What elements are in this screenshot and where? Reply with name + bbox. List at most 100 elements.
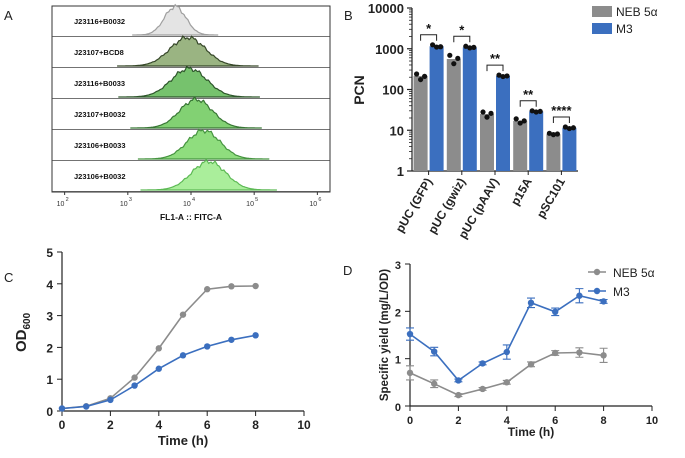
data-point bbox=[455, 377, 462, 384]
y-axis-label: OD600 bbox=[13, 312, 33, 352]
x-tick-label: 6 bbox=[204, 418, 211, 432]
data-point bbox=[431, 380, 438, 387]
x-tick-label: 0 bbox=[59, 418, 66, 432]
data-point bbox=[576, 292, 583, 299]
bar-m3 bbox=[529, 111, 544, 171]
track-label: J23106+B0033 bbox=[74, 141, 126, 150]
y-tick-label: 5 bbox=[46, 246, 53, 260]
y-axis-label: PCN bbox=[351, 75, 367, 105]
significance-marker: **** bbox=[551, 103, 572, 118]
legend-marker bbox=[593, 287, 601, 295]
bar-m3 bbox=[462, 47, 477, 171]
replicate-point bbox=[451, 61, 457, 67]
data-point bbox=[179, 352, 187, 359]
data-point bbox=[431, 348, 438, 355]
data-point bbox=[455, 391, 462, 399]
data-point bbox=[107, 396, 114, 404]
replicate-point bbox=[463, 43, 469, 49]
replicate-point bbox=[513, 116, 519, 122]
data-point bbox=[600, 352, 607, 359]
replicate-point bbox=[480, 109, 486, 115]
y-tick-label: 1 bbox=[397, 164, 404, 179]
x-tick-label: 0 bbox=[407, 415, 413, 427]
replicate-point bbox=[414, 71, 420, 77]
legend-swatch bbox=[592, 6, 612, 17]
data-point bbox=[406, 330, 414, 338]
x-tick-label: 4 bbox=[504, 415, 511, 427]
x-tick-exponent: 2 bbox=[66, 197, 69, 203]
bar-neb5a bbox=[446, 59, 461, 171]
significance-marker: ** bbox=[523, 87, 534, 102]
x-axis-label: Time (h) bbox=[508, 425, 554, 439]
data-point bbox=[131, 374, 138, 381]
x-tick-label: 6 bbox=[552, 415, 558, 427]
replicate-point bbox=[517, 120, 523, 126]
x-tick-base: 10 bbox=[309, 201, 317, 208]
x-tick-exponent: 3 bbox=[129, 197, 132, 203]
track-label: J23107+B0032 bbox=[74, 110, 126, 119]
x-tick-exponent: 5 bbox=[255, 197, 258, 203]
replicate-point bbox=[554, 131, 561, 137]
bar-m3 bbox=[562, 127, 577, 171]
data-point bbox=[552, 308, 559, 316]
replicate-point bbox=[471, 44, 477, 50]
bar-neb5a bbox=[413, 75, 428, 171]
track-label: J23107+BCD8 bbox=[74, 48, 124, 57]
data-point bbox=[131, 382, 138, 389]
y-tick-label: 2 bbox=[46, 341, 53, 355]
data-point bbox=[252, 282, 259, 290]
replicate-point bbox=[500, 73, 506, 80]
x-tick-label: pSC101 bbox=[534, 175, 568, 220]
replicate-point bbox=[562, 124, 569, 130]
replicate-point bbox=[455, 55, 461, 61]
replicate-point bbox=[566, 125, 573, 132]
data-point bbox=[58, 405, 66, 412]
y-tick-label: 10000 bbox=[368, 1, 404, 16]
replicate-point bbox=[434, 44, 440, 50]
panel-a-histograms: J23116+B0032 J23107+BCD8 J23116+B0033 J2310… bbox=[51, 3, 331, 222]
x-tick-base: 10 bbox=[57, 201, 65, 208]
replicate-point bbox=[537, 108, 543, 115]
data-point bbox=[479, 385, 486, 393]
x-tick-base: 10 bbox=[246, 201, 254, 208]
x-axis-label: Time (h) bbox=[158, 433, 208, 448]
x-tick-exponent: 4 bbox=[192, 197, 195, 203]
data-point bbox=[228, 336, 235, 343]
histogram-track bbox=[130, 96, 262, 129]
replicate-point bbox=[504, 73, 510, 79]
data-point bbox=[576, 349, 583, 356]
x-tick-label: p15A bbox=[508, 175, 535, 208]
histogram-track bbox=[137, 128, 270, 160]
data-point bbox=[527, 361, 535, 368]
series-line-m3 bbox=[409, 294, 604, 382]
legend-label: NEB 5α bbox=[616, 5, 658, 19]
x-tick-base: 10 bbox=[120, 201, 128, 208]
data-point bbox=[83, 403, 90, 410]
panel-label-b: B bbox=[344, 8, 353, 23]
y-tick-label: 1 bbox=[46, 373, 53, 387]
replicate-point bbox=[529, 108, 535, 114]
histogram-track bbox=[132, 3, 219, 36]
replicate-point bbox=[521, 118, 527, 124]
data-point bbox=[406, 369, 414, 377]
panel-c-growth-curve: 0 1 2 3 4 5 0 2 4 6 8 10 Time (h) OD600 bbox=[13, 246, 311, 448]
data-point bbox=[179, 311, 187, 318]
replicate-point bbox=[533, 109, 539, 115]
data-point bbox=[552, 349, 559, 357]
histogram-track bbox=[118, 65, 260, 98]
x-tick-label: 2 bbox=[107, 418, 114, 432]
significance-bracket bbox=[519, 100, 537, 107]
track-label: J23116+B0032 bbox=[74, 17, 125, 26]
bar-neb5a bbox=[546, 134, 561, 171]
bar-neb5a bbox=[513, 120, 528, 171]
y-tick-label: 10 bbox=[390, 123, 404, 138]
replicate-point bbox=[496, 72, 502, 78]
histogram-track bbox=[140, 158, 277, 191]
y-tick-label: 1 bbox=[395, 355, 401, 367]
legend-label: M3 bbox=[616, 22, 633, 36]
data-point bbox=[527, 299, 535, 307]
x-tick-label: 8 bbox=[252, 418, 259, 432]
replicate-point bbox=[484, 114, 490, 120]
